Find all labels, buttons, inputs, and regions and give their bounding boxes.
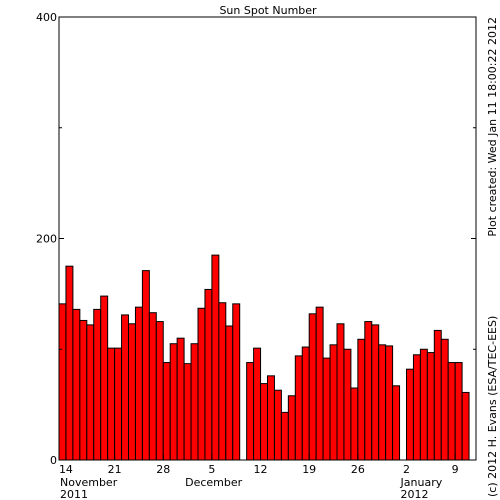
bar	[260, 383, 268, 461]
bar	[273, 389, 282, 461]
bar	[246, 362, 255, 461]
bar	[461, 391, 470, 461]
month-label: January	[400, 476, 443, 489]
bar	[280, 411, 289, 461]
bar	[100, 295, 109, 461]
bar	[371, 324, 380, 461]
bar	[72, 308, 81, 461]
bar	[322, 357, 331, 461]
bar	[107, 347, 116, 461]
bar	[378, 344, 387, 461]
bar	[86, 324, 95, 461]
x-tick-label: 12	[254, 463, 268, 476]
bar	[419, 348, 428, 461]
bar	[58, 303, 67, 461]
bar	[336, 323, 345, 461]
bar	[155, 321, 164, 461]
month-label: November	[60, 476, 118, 489]
month-label: December	[185, 476, 243, 489]
bar	[211, 254, 220, 461]
x-tick-label: 28	[156, 463, 170, 476]
bar	[79, 319, 88, 461]
bar	[204, 288, 213, 461]
bar	[183, 363, 192, 461]
bar	[232, 303, 241, 461]
bar	[93, 308, 102, 461]
year-label: 2012	[401, 488, 429, 500]
bar	[440, 338, 449, 461]
bar	[447, 362, 456, 461]
bar	[197, 307, 206, 461]
bar	[141, 270, 150, 461]
x-tick-label: 5	[208, 463, 215, 476]
chart-title: Sun Spot Number	[219, 4, 317, 17]
bar	[385, 345, 394, 461]
x-tick-label: 21	[108, 463, 122, 476]
bar	[128, 323, 136, 461]
bar	[350, 387, 359, 461]
bar	[169, 343, 178, 461]
bar	[315, 306, 324, 461]
bar	[308, 313, 317, 461]
year-label: 2011	[60, 488, 88, 500]
plot-created-note: Plot created: Wed Jan 11 18:00:22 2012	[486, 17, 499, 237]
bar	[121, 314, 130, 461]
y-tick-label: 400	[36, 11, 57, 24]
bar	[454, 362, 463, 461]
bar	[218, 302, 227, 461]
bar	[114, 347, 123, 461]
bar	[148, 312, 157, 461]
copyright-note: (c) 2012 H. Evans (ESA/TEC-EES)	[486, 316, 499, 497]
bar	[412, 354, 421, 461]
bar	[392, 385, 401, 461]
bar	[301, 346, 310, 461]
bar	[406, 368, 414, 461]
bar	[343, 348, 352, 461]
x-tick-label: 9	[452, 463, 459, 476]
bar	[357, 338, 366, 461]
bar	[267, 375, 275, 461]
bar	[426, 352, 435, 461]
bar	[294, 355, 303, 461]
bar	[225, 325, 234, 461]
bar	[65, 265, 74, 461]
y-tick-label: 200	[36, 233, 57, 246]
x-tick-label: 19	[302, 463, 316, 476]
bar	[134, 306, 143, 461]
bar	[176, 337, 185, 461]
y-tick-label: 0	[50, 454, 57, 467]
x-tick-label: 2	[403, 463, 410, 476]
bar	[364, 321, 373, 461]
bar	[190, 343, 199, 461]
bar	[162, 362, 171, 461]
bar	[253, 347, 262, 461]
bar	[329, 344, 338, 461]
x-tick-label: 14	[59, 463, 73, 476]
bar	[287, 395, 296, 461]
bar	[433, 329, 442, 461]
x-tick-label: 26	[351, 463, 365, 476]
